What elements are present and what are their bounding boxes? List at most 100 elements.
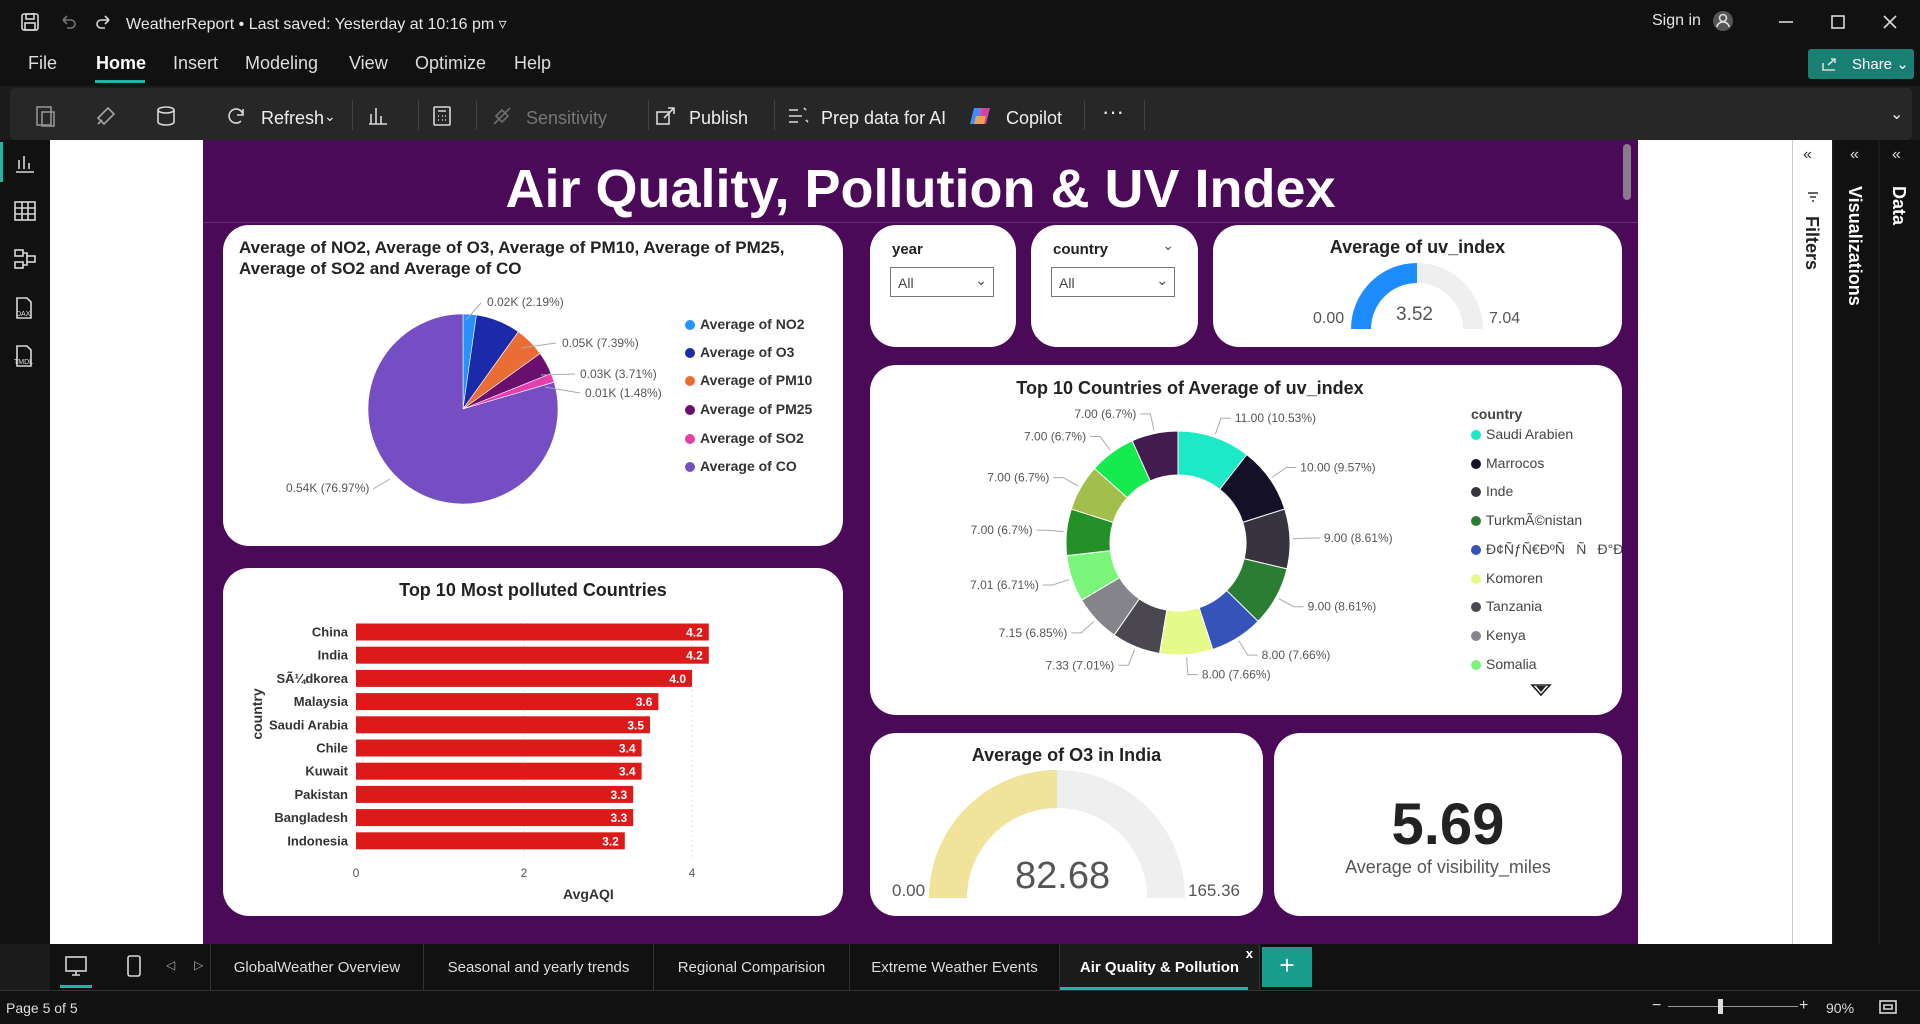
donut-legend-item[interactable]: TurkmÃ©nistan [1471,512,1582,528]
legend-item-o3[interactable]: Average of O3 [685,344,794,360]
data-pane-label[interactable]: Data [1889,186,1909,226]
sign-in-link[interactable]: Sign in [1652,12,1701,29]
fit-to-page-icon[interactable] [1878,999,1898,1015]
model-view-icon[interactable] [13,248,37,270]
zoom-slider-thumb[interactable] [1718,999,1723,1014]
visualizations-pane-collapsed[interactable]: « Visualizations [1834,140,1878,944]
legend-item-no2[interactable]: Average of NO2 [685,316,805,332]
expand-data-icon[interactable]: « [1892,146,1901,163]
tab-extreme-weather[interactable]: Extreme Weather Events [850,944,1060,990]
table-view-icon[interactable] [13,200,37,222]
zoom-slider[interactable] [1668,1006,1798,1007]
close-icon[interactable] [1880,12,1900,32]
previous-page-icon[interactable]: ◁ [166,958,176,972]
format-painter-icon[interactable] [94,104,118,128]
legend-scroll-down-icon[interactable] [1530,683,1552,697]
paste-icon[interactable] [34,104,60,128]
publish-icon[interactable] [654,104,680,128]
chevron-down-icon[interactable]: ⌄ [324,108,336,124]
chevron-down-icon[interactable]: ⌄ [1162,237,1174,253]
get-data-icon[interactable] [154,104,180,128]
menu-home[interactable]: Home [96,53,147,73]
donut-legend-item[interactable]: Marrocos [1471,455,1544,471]
country-slicer[interactable]: country ⌄ All ⌄ [1031,225,1198,347]
copilot-button[interactable]: Copilot [1006,108,1063,128]
menu-modeling[interactable]: Modeling [245,53,319,73]
tab-air-quality[interactable]: Air Quality & Pollution x [1060,944,1260,990]
expand-visualizations-icon[interactable]: « [1850,146,1859,163]
prep-data-button[interactable]: Prep data for AI [821,108,947,128]
legend-item-so2[interactable]: Average of SO2 [685,430,804,446]
undo-icon[interactable] [58,12,78,32]
prep-data-icon[interactable] [786,104,812,128]
redo-icon[interactable] [94,12,114,32]
bar[interactable] [356,623,709,641]
bar[interactable] [356,669,692,687]
menu-insert[interactable]: Insert [173,53,219,73]
collapse-ribbon-icon[interactable]: ⌄ [1890,106,1904,123]
dax-query-icon[interactable]: DAX [13,296,37,320]
calculator-icon[interactable] [430,104,454,128]
add-page-button[interactable]: + [1262,947,1312,987]
filters-pane-collapsed[interactable]: « Filters [1792,140,1832,944]
visibility-kpi-card[interactable]: 5.69 Average of visibility_miles [1274,733,1622,916]
tmdl-view-icon[interactable]: TMDL [13,344,37,368]
avatar-icon[interactable] [1712,10,1734,32]
bar[interactable] [356,646,709,664]
year-dropdown[interactable]: All ⌄ [890,267,994,297]
bar[interactable] [356,809,634,827]
donut-slice-12[interactable] [1131,430,1179,482]
close-tab-icon[interactable]: x [1245,946,1253,961]
pie-slice-5[interactable] [367,313,559,505]
tab-regional-comparision[interactable]: Regional Comparision [654,944,850,990]
bar[interactable] [356,785,634,803]
donut-legend-item[interactable]: Komoren [1471,570,1543,586]
menu-file[interactable]: File [28,53,58,73]
pollutant-pie-card[interactable]: Average of NO2, Average of O3, Average o… [223,225,843,546]
publish-button[interactable]: Publish [689,108,749,128]
refresh-icon[interactable] [224,104,248,128]
year-slicer[interactable]: year All ⌄ [870,225,1016,347]
uv-countries-donut-card[interactable]: Top 10 Countries of Average of uv_index … [870,365,1622,715]
maximize-icon[interactable] [1828,12,1848,32]
data-pane-collapsed[interactable]: « Data [1880,140,1920,944]
donut-legend-item[interactable]: Kenya [1471,627,1526,643]
donut-legend-item[interactable]: Inde [1471,483,1513,499]
o3-india-gauge-card[interactable]: Average of O3 in India 0.00 82.68 165.36 [870,733,1263,916]
copilot-icon[interactable] [968,104,994,128]
minimize-icon[interactable] [1776,12,1796,32]
legend-item-pm25[interactable]: Average of PM25 [685,401,812,417]
desktop-layout-icon[interactable] [64,955,88,977]
scrollbar-thumb[interactable] [1623,144,1631,200]
zoom-in-button[interactable]: + [1799,997,1809,1014]
tab-globalweather-overview[interactable]: GlobalWeather Overview [211,944,424,990]
mobile-layout-icon[interactable] [126,954,142,978]
save-icon[interactable] [20,12,40,32]
report-view-icon[interactable] [13,152,37,174]
donut-legend-item[interactable]: Somalia [1471,656,1537,672]
next-page-icon[interactable]: ▷ [194,958,204,972]
menu-optimize[interactable]: Optimize [415,53,487,73]
donut-legend-item[interactable]: Ð¢ÑƒÑ€ÐºÑÑÐ°Ð½ [1471,541,1622,559]
menu-view[interactable]: View [349,53,388,73]
legend-item-co[interactable]: Average of CO [685,458,797,474]
chevron-down-icon[interactable]: ▿ [498,16,507,33]
bar[interactable] [356,739,642,757]
donut-legend-item[interactable]: Saudi Arabien [1471,426,1573,442]
bar[interactable] [356,693,659,711]
uv-donut-chart[interactable]: 11.00 (10.53%) 10.00 (9.57%) 9.00 (8.61%) 9… [870,365,1622,715]
refresh-button[interactable]: Refresh [261,108,325,128]
more-options-button[interactable]: ··· [1102,99,1124,124]
polluted-countries-card[interactable]: Top 10 Most polluted Countries country A… [223,568,843,916]
donut-legend-item[interactable]: Tanzania [1471,598,1542,614]
visualizations-pane-label[interactable]: Visualizations [1845,186,1865,306]
share-button[interactable]: Share ⌄ [1808,49,1914,79]
menu-help[interactable]: Help [514,53,552,73]
polluted-bar-chart[interactable]: China 4.2 India 4.2 SÃ¼dkorea 4.0 Malaysia 3.6 S… [223,568,843,916]
bar[interactable] [356,716,650,734]
expand-filters-icon[interactable]: « [1803,146,1812,163]
bar[interactable] [356,762,642,780]
filters-pane-label[interactable]: Filters [1802,216,1822,271]
bar[interactable] [356,832,625,850]
uv-index-gauge-card[interactable]: Average of uv_index 0.00 3.52 7.04 [1213,225,1622,347]
